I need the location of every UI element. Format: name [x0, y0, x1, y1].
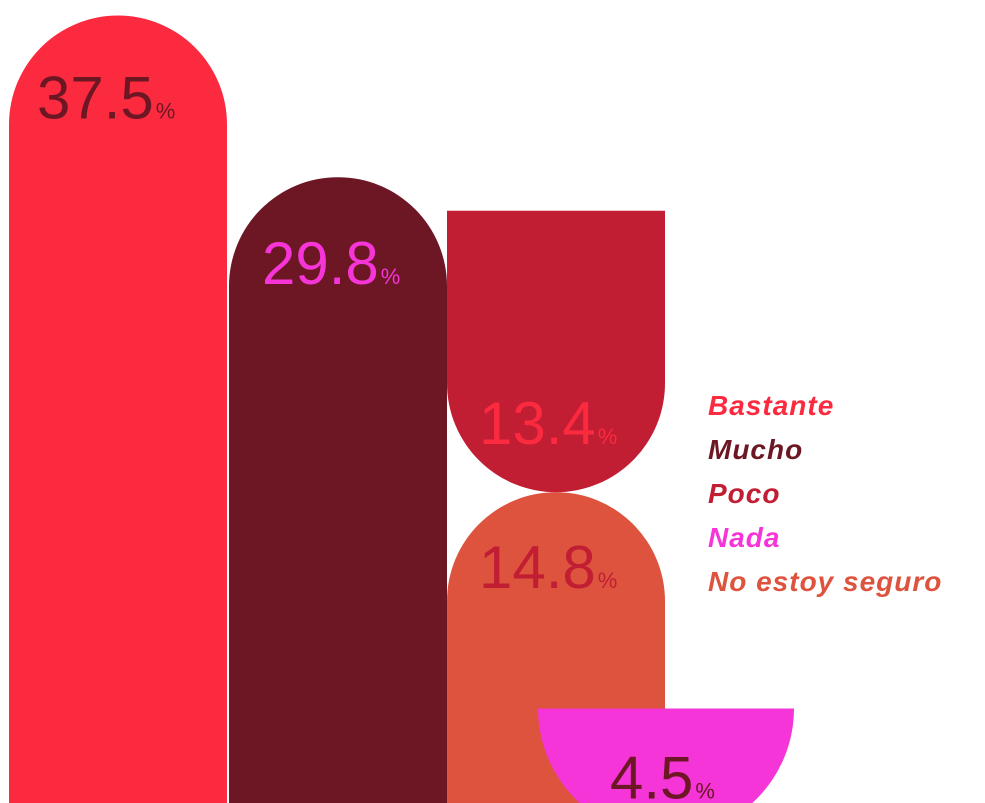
value-label-mucho: 29.8%	[262, 230, 400, 297]
value-label-bastante: 37.5%	[37, 65, 175, 132]
value-label-no-estoy-seguro: 14.8%	[479, 534, 617, 601]
legend-item-bastante: Bastante	[708, 390, 835, 421]
bars-group	[9, 15, 794, 803]
legend-item-no-estoy-seguro: No estoy seguro	[708, 566, 943, 597]
bar-poco	[447, 210, 665, 493]
bar-nada	[538, 708, 794, 803]
legend-item-nada: Nada	[708, 522, 781, 553]
value-label-poco: 13.4%	[479, 390, 617, 457]
value-labels-group: 37.5% 29.8% 14.8% 13.4% 4.5%	[37, 65, 715, 803]
bar-bastante	[9, 15, 227, 803]
legend-item-poco: Poco	[708, 478, 781, 509]
legend-item-mucho: Mucho	[708, 434, 804, 465]
legend: Bastante Mucho Poco Nada No estoy seguro	[708, 384, 942, 604]
bar-mucho	[229, 177, 447, 803]
value-label-nada: 4.5%	[610, 745, 715, 803]
